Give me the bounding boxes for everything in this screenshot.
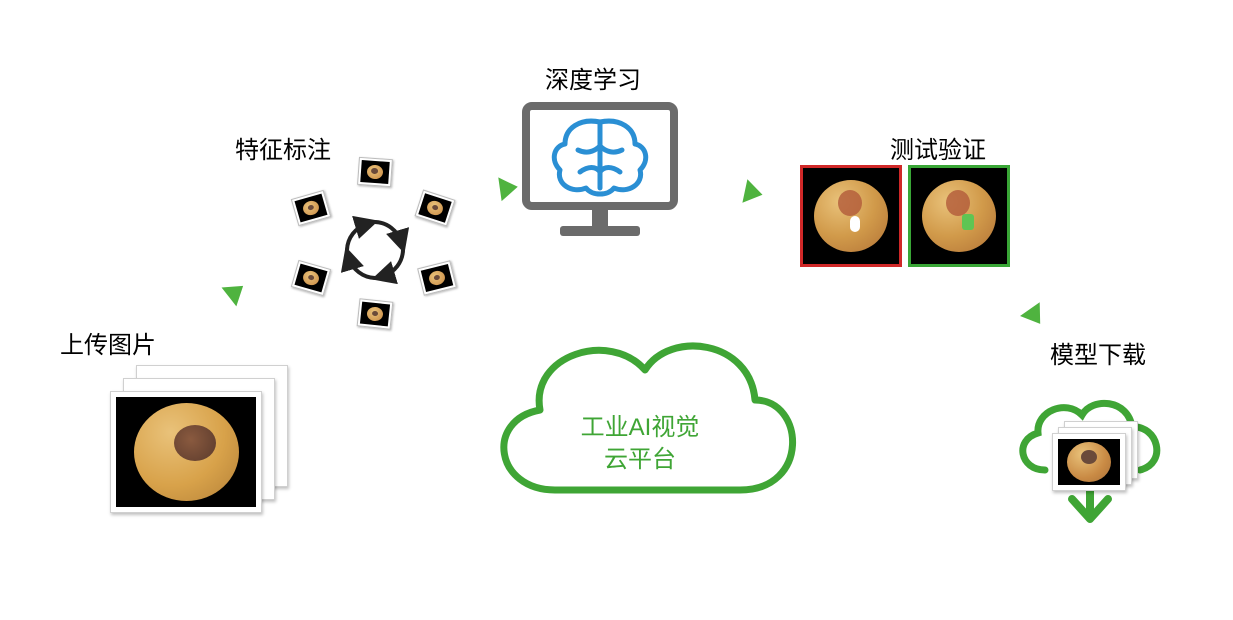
label-learn: 深度学习 <box>545 60 641 95</box>
annotate-thumb <box>357 157 393 187</box>
annotate-thumb <box>291 260 331 296</box>
flow-arrow <box>996 273 1057 337</box>
flow-arrow <box>193 269 257 331</box>
flow-arrow <box>711 165 768 215</box>
annotate-thumb <box>415 189 456 226</box>
annotate-thumb <box>417 260 457 295</box>
flow-arrow <box>467 167 522 214</box>
node-annotate <box>280 160 460 330</box>
validation-fail <box>800 165 902 267</box>
label-validate: 测试验证 <box>890 130 986 165</box>
label-download: 模型下载 <box>1050 335 1146 370</box>
annotate-thumb <box>357 298 394 329</box>
node-upload <box>110 365 280 505</box>
validation-pass <box>908 165 1010 267</box>
annotate-thumb <box>291 190 331 226</box>
cloud-text: 工业AI视觉 云平台 <box>470 412 810 477</box>
rotation-arrows-icon <box>335 210 415 290</box>
cloud-line1: 工业AI视觉 <box>581 414 700 441</box>
monitor-brain-icon <box>520 100 680 250</box>
label-upload: 上传图片 <box>60 325 156 360</box>
cloud-line2: 云平台 <box>604 446 676 473</box>
